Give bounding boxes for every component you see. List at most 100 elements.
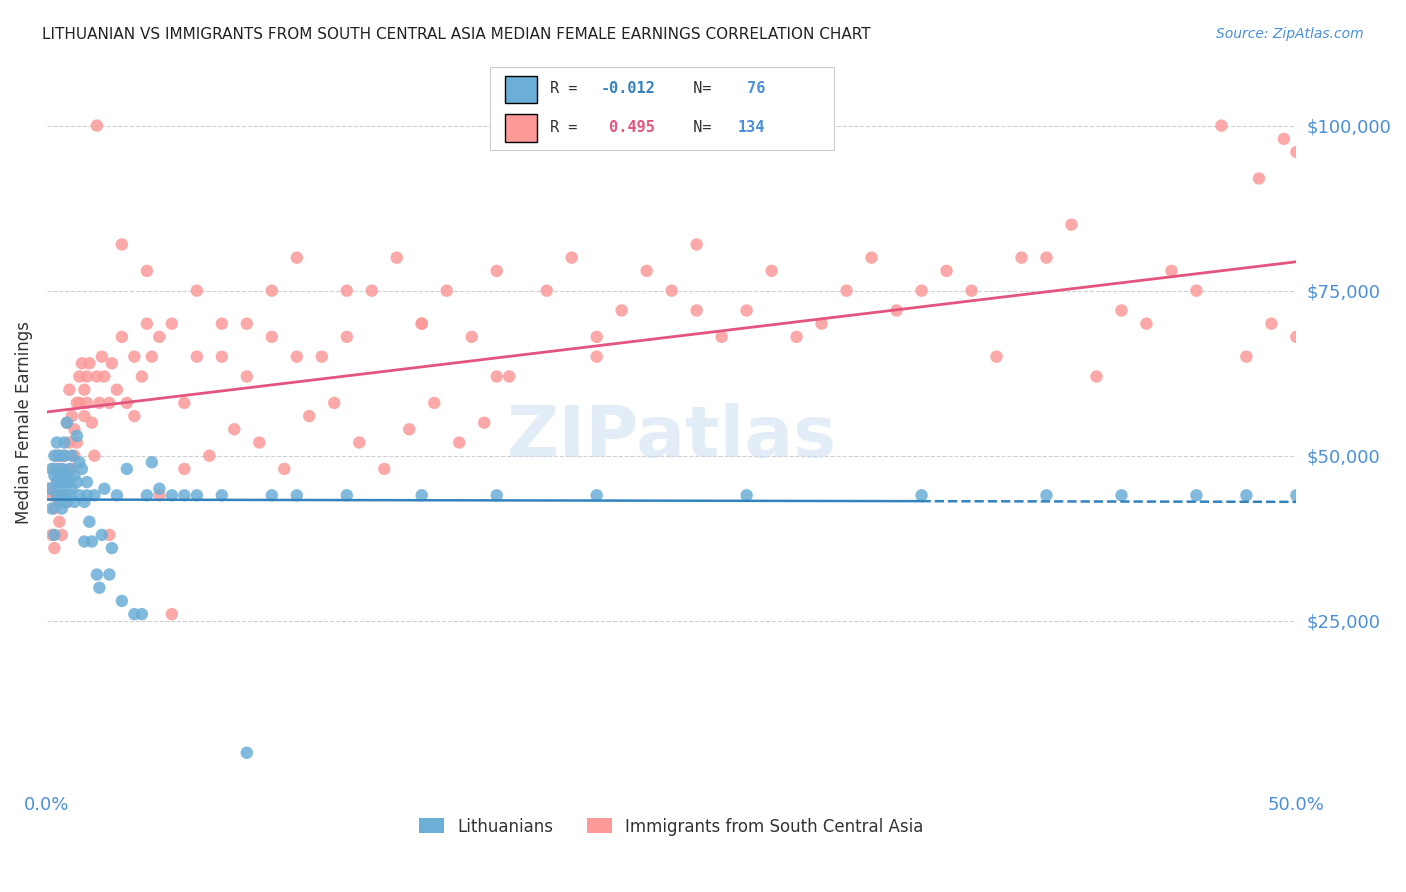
Point	[198, 449, 221, 463]
Text: 0.495: 0.495	[600, 120, 655, 135]
Point	[80, 534, 103, 549]
Point	[89, 581, 111, 595]
Point	[135, 488, 157, 502]
Point	[41, 462, 63, 476]
Point	[298, 409, 321, 423]
Point	[141, 455, 163, 469]
Point	[211, 350, 233, 364]
Point	[111, 237, 134, 252]
Point	[810, 317, 832, 331]
Point	[93, 482, 115, 496]
Point	[260, 488, 283, 502]
Point	[89, 396, 111, 410]
Point	[60, 462, 83, 476]
Point	[115, 462, 138, 476]
Point	[449, 435, 471, 450]
Point	[58, 383, 80, 397]
Point	[411, 488, 433, 502]
Text: -0.012: -0.012	[600, 81, 655, 96]
Point	[148, 330, 170, 344]
Text: N=: N=	[675, 120, 721, 135]
Point	[48, 449, 70, 463]
Point	[101, 356, 124, 370]
Point	[373, 462, 395, 476]
Point	[56, 495, 79, 509]
Point	[60, 449, 83, 463]
Point	[260, 330, 283, 344]
Point	[76, 488, 98, 502]
Point	[93, 369, 115, 384]
Point	[411, 317, 433, 331]
Point	[51, 462, 73, 476]
Point	[735, 303, 758, 318]
Point	[56, 468, 79, 483]
Point	[53, 449, 76, 463]
Point	[124, 409, 146, 423]
Point	[1085, 369, 1108, 384]
Point	[735, 488, 758, 502]
Point	[63, 495, 86, 509]
Point	[536, 284, 558, 298]
Point	[58, 435, 80, 450]
Point	[48, 482, 70, 496]
Point	[349, 435, 371, 450]
Point	[53, 449, 76, 463]
Point	[111, 330, 134, 344]
Text: 134: 134	[738, 120, 765, 135]
Point	[48, 515, 70, 529]
Point	[45, 488, 67, 502]
Point	[86, 119, 108, 133]
Point	[63, 468, 86, 483]
Point	[1011, 251, 1033, 265]
Point	[56, 416, 79, 430]
Point	[44, 528, 66, 542]
Point	[135, 317, 157, 331]
Point	[45, 475, 67, 489]
Point	[285, 251, 308, 265]
Point	[160, 607, 183, 622]
Point	[285, 350, 308, 364]
Point	[67, 488, 90, 502]
Point	[860, 251, 883, 265]
Point	[472, 416, 495, 430]
Point	[1060, 218, 1083, 232]
Point	[53, 475, 76, 489]
Point	[45, 488, 67, 502]
Point	[1211, 119, 1233, 133]
Point	[211, 317, 233, 331]
Point	[44, 468, 66, 483]
Point	[124, 607, 146, 622]
Point	[79, 515, 101, 529]
Text: LITHUANIAN VS IMMIGRANTS FROM SOUTH CENTRAL ASIA MEDIAN FEMALE EARNINGS CORRELAT: LITHUANIAN VS IMMIGRANTS FROM SOUTH CENT…	[42, 27, 870, 42]
Point	[45, 449, 67, 463]
Point	[585, 330, 607, 344]
Point	[160, 317, 183, 331]
Point	[398, 422, 420, 436]
Point	[98, 528, 121, 542]
FancyBboxPatch shape	[506, 114, 537, 142]
Point	[336, 488, 359, 502]
Point	[498, 369, 520, 384]
Point	[423, 396, 446, 410]
Point	[160, 488, 183, 502]
Point	[411, 317, 433, 331]
Point	[67, 455, 90, 469]
Point	[336, 330, 359, 344]
Point	[115, 396, 138, 410]
Point	[360, 284, 382, 298]
Point	[83, 488, 105, 502]
Point	[53, 488, 76, 502]
Point	[247, 435, 270, 450]
Point	[60, 409, 83, 423]
Text: R =: R =	[550, 120, 586, 135]
Legend: Lithuanians, Immigrants from South Central Asia: Lithuanians, Immigrants from South Centr…	[419, 818, 924, 836]
Point	[485, 488, 508, 502]
Point	[960, 284, 983, 298]
Point	[45, 435, 67, 450]
Point	[224, 422, 246, 436]
Point	[1247, 171, 1270, 186]
Point	[685, 303, 707, 318]
Point	[45, 475, 67, 489]
Point	[1285, 488, 1308, 502]
Point	[311, 350, 333, 364]
